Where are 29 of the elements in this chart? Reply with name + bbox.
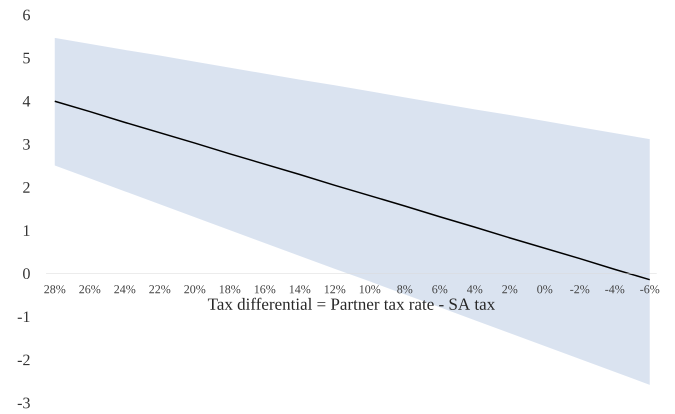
y-tick-label: 1 bbox=[24, 225, 30, 236]
y-tick-label: 0 bbox=[23, 268, 30, 280]
y-tick-label: -1 bbox=[18, 311, 30, 322]
x-axis-title: Tax differential = Partner tax rate - SA tax bbox=[208, 298, 495, 310]
y-tick-label: 2 bbox=[23, 182, 30, 193]
y-tick-label: 4 bbox=[22, 96, 30, 106]
x-tick-label: -2% bbox=[570, 285, 590, 294]
x-tick-label: 28% bbox=[44, 285, 66, 294]
y-tick-label: -2 bbox=[18, 354, 30, 366]
x-tick-label: 20% bbox=[184, 285, 206, 294]
y-tick-label: 3 bbox=[23, 138, 30, 150]
x-tick-label: 18% bbox=[220, 285, 240, 294]
x-tick-label: 14% bbox=[290, 285, 310, 294]
x-tick-label: -6% bbox=[640, 285, 660, 294]
x-tick-label: 12% bbox=[324, 285, 346, 294]
x-tick-label: 2% bbox=[502, 285, 518, 294]
x-tick-label: 26% bbox=[79, 285, 100, 294]
x-tick-label: 22% bbox=[149, 285, 170, 294]
y-tick-label: 6 bbox=[23, 10, 30, 20]
y-tick-label: -3 bbox=[18, 398, 30, 408]
x-tick-label: 24% bbox=[114, 285, 136, 294]
y-tick-label: 5 bbox=[23, 52, 30, 64]
x-tick-label: 10% bbox=[360, 285, 380, 294]
x-tick-label: 4% bbox=[466, 285, 482, 294]
x-tick-label: 8% bbox=[397, 285, 412, 294]
x-tick-label: 16% bbox=[254, 285, 276, 294]
x-tick-label: 6% bbox=[432, 285, 448, 294]
x-tick-label: -4% bbox=[605, 285, 624, 294]
x-tick-label: 0% bbox=[537, 285, 552, 294]
